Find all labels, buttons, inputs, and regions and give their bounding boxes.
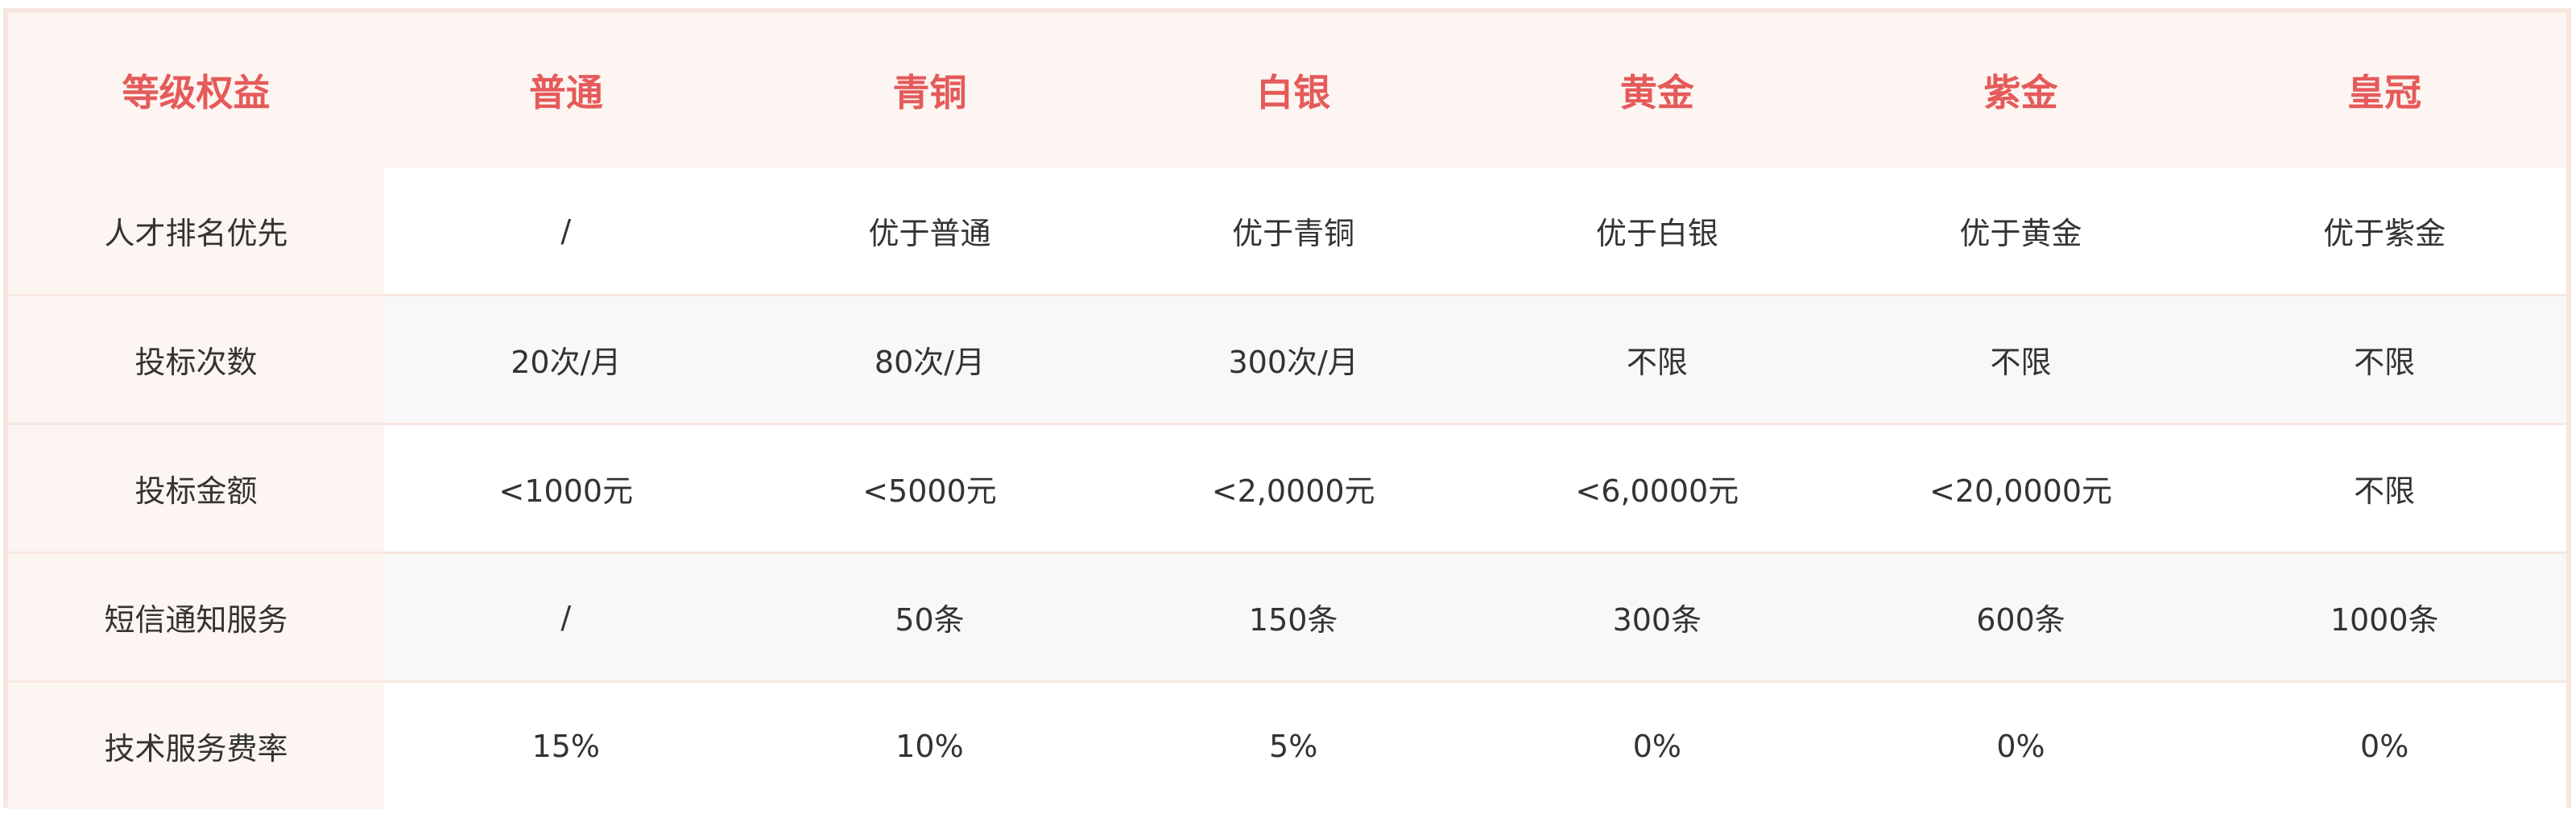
table-cell: 300次/月 — [1111, 296, 1475, 423]
table-row: 投标金额 <1000元 <5000元 <2,0000元 <6,0000元 <20,0000… — [8, 425, 2567, 554]
table-cell: 5% — [1111, 683, 1475, 809]
table-cell: 15% — [383, 683, 748, 809]
table-row: 短信通知服务/50条 150条 300条 600条 1000条 — [8, 554, 2567, 683]
table-cell: 150条 — [1111, 554, 1475, 680]
row-label: 短信通知服务 — [8, 554, 384, 680]
header-tier-bronze: 青铜 — [747, 13, 1112, 167]
table-cell: 优于紫金 — [2202, 167, 2567, 294]
table-cell: 优于黄金 — [1838, 167, 2203, 294]
header-tier-normal: 普通 — [383, 13, 748, 167]
table-cell: <1000元 — [383, 425, 748, 552]
table-cell: 20次/月 — [383, 296, 748, 423]
table-cell: 0% — [2202, 683, 2567, 809]
table-cell: 优于普通 — [747, 167, 1112, 294]
table-cell: 80次/月 — [747, 296, 1112, 423]
table-cell: 0% — [1838, 683, 2203, 809]
header-tier-silver: 白银 — [1111, 13, 1475, 167]
table-cell: 0% — [1475, 683, 1839, 809]
table-cell: / — [383, 167, 748, 294]
table-cell: 300条 — [1475, 554, 1839, 680]
table-cell: 不限 — [2202, 425, 2567, 552]
table-cell: 1000条 — [2202, 554, 2567, 680]
table-row: 投标次数 20次/月 80次/月 300次/月 不限 不限 不限 — [8, 296, 2567, 425]
table-cell: <6,0000元 — [1475, 425, 1839, 552]
table-cell: / — [383, 554, 748, 680]
table-cell: 不限 — [2202, 296, 2567, 423]
table-cell: 不限 — [1838, 296, 2203, 423]
table-cell: 不限 — [1475, 296, 1839, 423]
header-tier-gold: 黄金 — [1475, 13, 1839, 167]
table-cell: 优于青铜 — [1111, 167, 1475, 294]
table-header: 等级权益 普通 青铜 白银 黄金 紫金 皇冠 — [8, 13, 2567, 167]
header-tier-crown: 皇冠 — [2202, 13, 2567, 167]
row-label: 技术服务费率 — [8, 683, 384, 809]
table-cell: 50条 — [747, 554, 1112, 680]
table-cell: 优于白银 — [1475, 167, 1839, 294]
table-row: 人才排名优先 / 优于普通 优于青铜 优于白银 优于黄金 优于紫金 — [8, 167, 2567, 296]
table-cell: 10% — [747, 683, 1112, 809]
table-row: 技术服务费率 15% 10% 5% 0% 0% 0% — [8, 683, 2567, 809]
row-label: 投标金额 — [8, 425, 384, 552]
table-cell: <5000元 — [747, 425, 1112, 552]
membership-benefits-table: 等级权益 普通 青铜 白银 黄金 紫金 皇冠 人才排名优先 / 优于普通 优于青铜 优于… — [3, 8, 2571, 809]
header-tier-purple-gold: 紫金 — [1838, 13, 2203, 167]
table-cell: 600条 — [1838, 554, 2203, 680]
table-cell: <20,0000元 — [1838, 425, 2203, 552]
row-label: 人才排名优先 — [8, 167, 384, 294]
header-benefits: 等级权益 — [8, 13, 384, 167]
table-cell: <2,0000元 — [1111, 425, 1475, 552]
row-label: 投标次数 — [8, 296, 384, 423]
